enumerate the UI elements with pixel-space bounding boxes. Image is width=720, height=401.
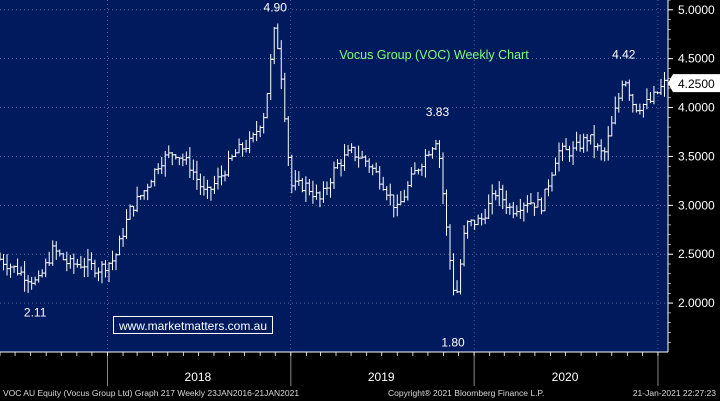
y-tick-label: 2.5000 <box>678 247 715 261</box>
y-tick-label: 2.0000 <box>678 296 715 310</box>
annotation-label: 4.90 <box>264 1 288 15</box>
last-price-label: 4.2500 <box>678 77 715 91</box>
y-tick-label: 4.0000 <box>678 101 715 115</box>
x-year-label: 2019 <box>368 370 395 384</box>
chart-title: Vocus Group (VOC) Weekly Chart <box>339 48 529 62</box>
x-year-label: 2018 <box>185 370 212 384</box>
y-tick-label: 3.0000 <box>678 198 715 212</box>
annotation-label: 1.80 <box>441 336 465 350</box>
y-tick-label: 4.5000 <box>678 52 715 66</box>
annotation-label: 3.83 <box>426 105 450 119</box>
annotation-label: 2.11 <box>24 305 47 319</box>
x-axis-panel <box>0 352 720 386</box>
footer-timestamp: 21-Jan-2021 22:27:23 <box>632 388 716 398</box>
y-tick-label: 5.0000 <box>678 3 715 17</box>
bloomberg-footer: VOC AU Equity (Vocus Group Ltd) Graph 21… <box>0 386 720 401</box>
last-price-tag <box>668 74 720 93</box>
annotation-label: 4.42 <box>612 47 636 61</box>
y-axis-panel <box>668 0 720 352</box>
x-year-label: 2020 <box>552 370 579 384</box>
y-tick-label: 3.5000 <box>678 149 715 163</box>
price-chart: 2.0000 2.5000 3.0000 3.5000 4.0000 4.5000 5.00… <box>0 0 720 386</box>
watermark-url[interactable]: www.marketmatters.com.au <box>113 316 273 334</box>
footer-copyright: Copyright® 2021 Bloomberg Finance L.P. <box>388 388 545 398</box>
footer-security-info: VOC AU Equity (Vocus Group Ltd) Graph 21… <box>3 388 300 398</box>
